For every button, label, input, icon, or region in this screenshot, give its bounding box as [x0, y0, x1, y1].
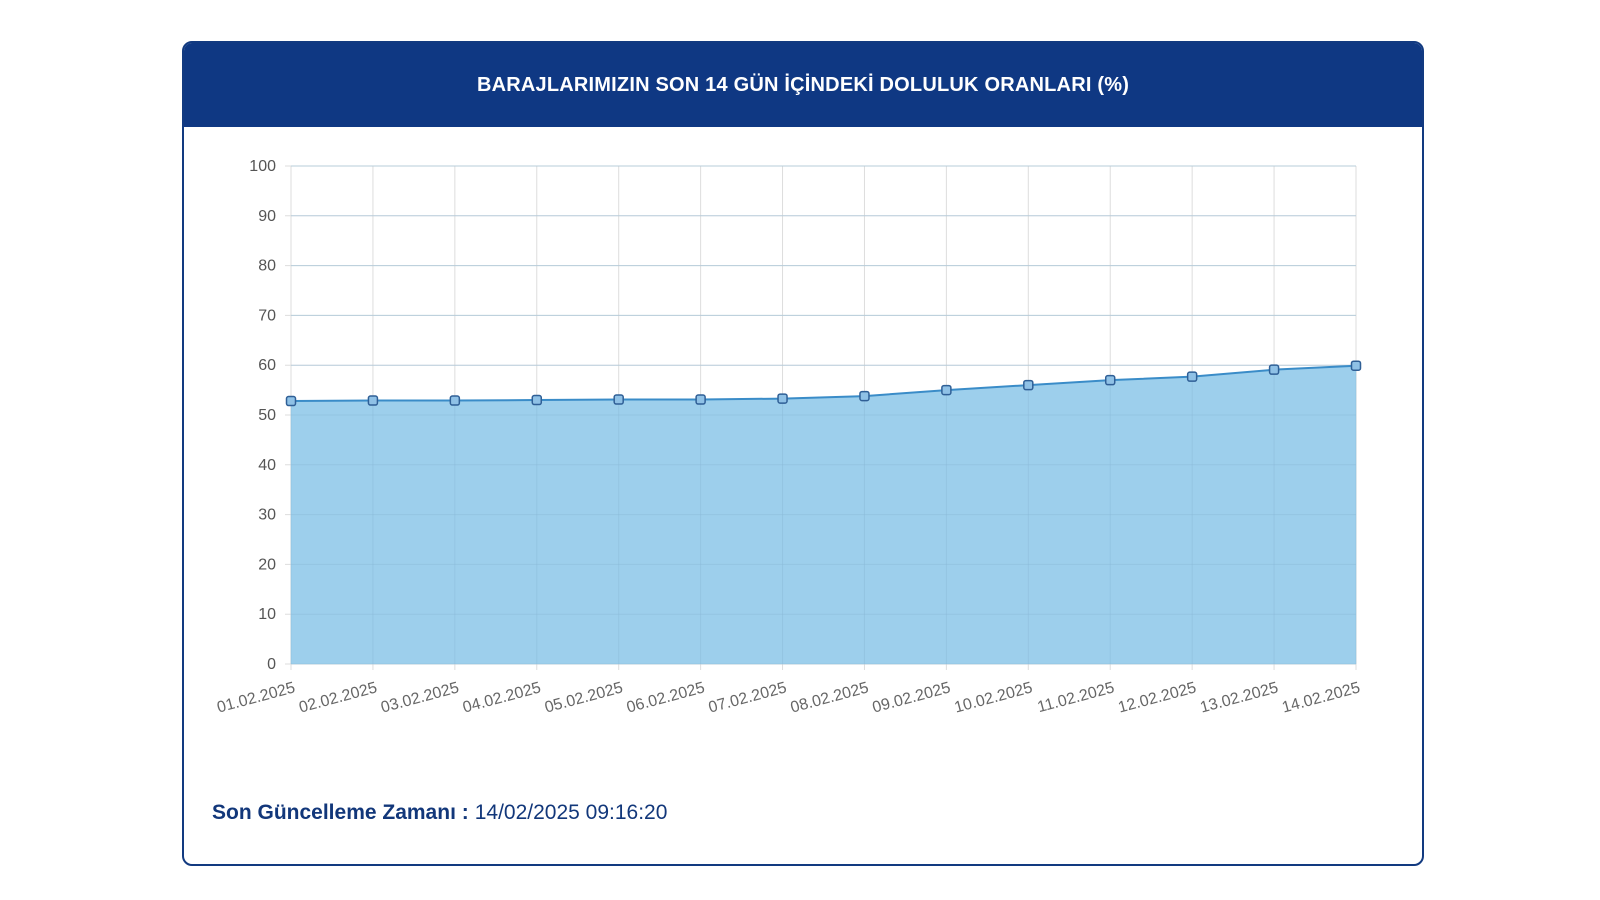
x-tick-label: 03.02.2025 [379, 679, 461, 716]
y-tick-label: 70 [258, 307, 276, 324]
data-point[interactable] [1268, 364, 1280, 375]
area-layer [290, 165, 1357, 665]
occupancy-area-chart: 0 10 20 30 40 50 60 70 80 90 100 01.02.2025 02.02.2… [215, 158, 1362, 717]
data-point[interactable] [695, 394, 706, 405]
series-line [290, 364, 1357, 403]
x-tick-label: 13.02.2025 [1198, 679, 1280, 716]
y-tick-label: 30 [258, 507, 276, 524]
data-point[interactable] [777, 393, 788, 404]
card-header: BARAJLARIMIZIN SON 14 GÜN İÇİNDEKİ DOLUL… [184, 43, 1422, 127]
data-point[interactable] [941, 384, 952, 396]
data-point[interactable] [1350, 360, 1362, 371]
y-tick-label: 10 [258, 606, 276, 623]
x-tick-label: 01.02.2025 [215, 679, 297, 716]
y-tick-label: 40 [258, 457, 276, 474]
x-tick-label: 05.02.2025 [543, 679, 625, 716]
x-tick-label: 06.02.2025 [625, 679, 707, 716]
x-tick-label: 11.02.2025 [1036, 679, 1117, 716]
last-update: Son Güncelleme Zamanı :14/02/2025 09:16:… [212, 801, 667, 825]
y-tick-label: 20 [258, 556, 276, 573]
x-tick-label: 04.02.2025 [461, 679, 543, 716]
x-tick-label: 07.02.2025 [707, 679, 789, 716]
data-point[interactable] [449, 395, 461, 406]
x-tick-label: 02.02.2025 [297, 679, 379, 716]
data-point[interactable] [859, 390, 870, 402]
last-update-label: Son Güncelleme Zamanı : [212, 801, 469, 824]
x-axis-ticks: 01.02.2025 02.02.2025 03.02.2025 04.02.2025… [215, 679, 1362, 716]
x-tick-label: 09.02.2025 [871, 679, 953, 716]
marker-layer [285, 360, 1362, 407]
y-tick-label: 90 [258, 208, 276, 225]
y-tick-label: 50 [258, 407, 276, 424]
y-axis-ticks: 0 10 20 30 40 50 60 70 80 90 100 [249, 158, 276, 673]
x-tick-label: 12.02.2025 [1116, 679, 1198, 716]
data-point[interactable] [285, 395, 297, 407]
data-point[interactable] [1104, 374, 1116, 386]
y-tick-label: 100 [249, 158, 276, 175]
data-point[interactable] [613, 394, 624, 405]
y-tick-label: 60 [258, 357, 276, 374]
data-point[interactable] [367, 395, 379, 406]
data-point[interactable] [1186, 371, 1198, 382]
x-tick-label: 14.02.2025 [1280, 679, 1362, 716]
data-point[interactable] [531, 394, 543, 406]
series-area [291, 365, 1356, 664]
x-tick-label: 10.02.2025 [953, 679, 1035, 716]
x-tick-label: 08.02.2025 [789, 679, 871, 716]
y-tick-label: 0 [267, 656, 276, 673]
data-point[interactable] [1023, 379, 1034, 391]
y-tick-label: 80 [258, 258, 276, 275]
last-update-value: 14/02/2025 09:16:20 [474, 801, 668, 824]
dam-occupancy-card: BARAJLARIMIZIN SON 14 GÜN İÇİNDEKİ DOLUL… [182, 41, 1424, 866]
chart-title: BARAJLARIMIZIN SON 14 GÜN İÇİNDEKİ DOLUL… [476, 73, 1130, 96]
